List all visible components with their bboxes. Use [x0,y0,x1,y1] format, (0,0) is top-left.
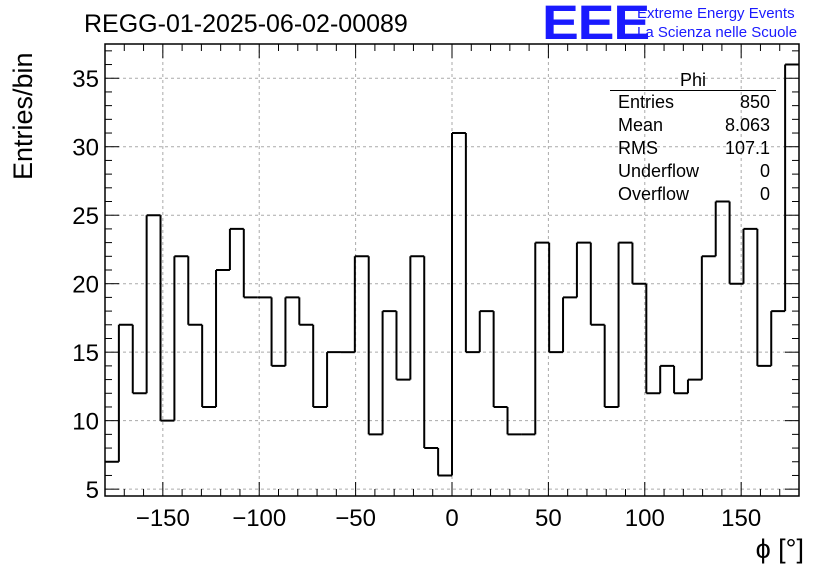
histogram-bin [589,242,605,326]
histogram-bin [131,324,147,395]
logo-line1: Extreme Energy Events [637,5,795,22]
eee-logo: EEE [542,0,650,50]
histogram-bin [228,227,244,270]
histogram-bin [409,255,425,380]
stats-row: Overflow 0 [610,183,776,206]
histogram-bin [617,241,633,407]
histogram-bin [117,323,133,462]
y-tick-label: 15 [72,340,99,367]
histogram-bin [145,214,161,394]
histogram-bin [173,255,189,421]
histogram-bin [728,201,744,285]
histogram-bin [686,378,702,394]
histogram-bin [548,242,564,354]
chart-title: REGG-01-2025-06-02-00089 [84,10,408,38]
histogram-bin [284,296,300,366]
histogram-bin [534,241,550,435]
histogram-bin [353,255,369,353]
histogram-bin [326,351,341,407]
x-axis-label: ϕ [°] [755,534,804,564]
histogram-bin [215,269,230,407]
histogram-bin [437,448,452,477]
stats-value: 850 [739,92,770,112]
x-tick-label: 100 [625,505,665,532]
y-tick-label: 30 [72,135,99,162]
stats-value: 0 [759,184,770,204]
stats-label: RMS [618,138,658,158]
stats-label: Overflow [618,184,690,204]
y-tick-label: 10 [72,409,99,436]
histogram-bin [312,324,328,408]
stats-row: Underflow 0 [610,160,776,183]
histogram-bin [298,297,314,326]
histogram-bin [645,283,661,395]
histogram-bin [464,133,480,354]
x-tick-label: −100 [232,505,286,532]
stats-label: Entries [618,92,675,112]
stats-value: 107.1 [724,138,770,158]
y-tick-label: 25 [72,203,99,230]
histogram-bin [242,228,258,299]
stats-label: Mean [618,115,664,135]
histogram-bin [659,364,675,394]
y-tick-label: 5 [86,477,99,504]
histogram-bin [770,310,786,366]
stats-value: 0 [759,161,770,181]
histogram-series [105,63,799,477]
histogram-bin [562,296,577,353]
histogram-bin [201,324,217,408]
histogram-bin [714,200,730,257]
histogram-bin [367,256,383,436]
stats-row: Mean 8.063 [610,114,776,137]
x-tick-label: −50 [335,505,376,532]
grid-lines [105,44,799,496]
x-tick-label: 0 [445,505,458,532]
histogram-bin [270,297,286,367]
histogram-bin [575,241,591,298]
logo-line2: La Scienza nelle Scuole [637,24,798,41]
histogram-bin [700,255,716,380]
histogram-bin [423,256,439,450]
y-axis-label: Entries/bin [8,52,38,180]
histogram-bin [631,242,647,285]
stats-label: Underflow [618,161,700,181]
histogram-bin [451,132,466,476]
logo-text: Extreme Energy Events La Scienza nelle S… [637,4,797,42]
histogram-bin [756,228,772,367]
x-tick-label: −150 [136,505,190,532]
stats-title: Phi [610,70,776,91]
histogram-bin [673,365,688,395]
y-tick-label: 20 [72,272,99,299]
histogram-bin [506,406,522,436]
stats-row: Entries 850 [610,91,776,114]
y-tick-label: 35 [72,66,99,93]
histogram-bin [492,311,508,408]
x-tick-label: 150 [721,505,761,532]
axes: −150 −100 −50 0 50 100 150 5 10 15 20 25 30 35 [72,43,800,532]
histogram-bin [381,310,397,435]
x-tick-label: 50 [535,505,562,532]
stats-box: Phi Entries 850 Mean 8.063 RMS 107.1 Underf… [610,70,776,206]
histogram-bin [742,227,758,284]
histogram-bin [187,256,203,326]
stats-row: RMS 107.1 [610,137,776,160]
histogram-bin [159,215,175,422]
histogram-bin [478,310,494,353]
stats-value: 8.063 [724,115,770,135]
histogram-bin [395,311,411,381]
histogram-bin [603,324,619,408]
